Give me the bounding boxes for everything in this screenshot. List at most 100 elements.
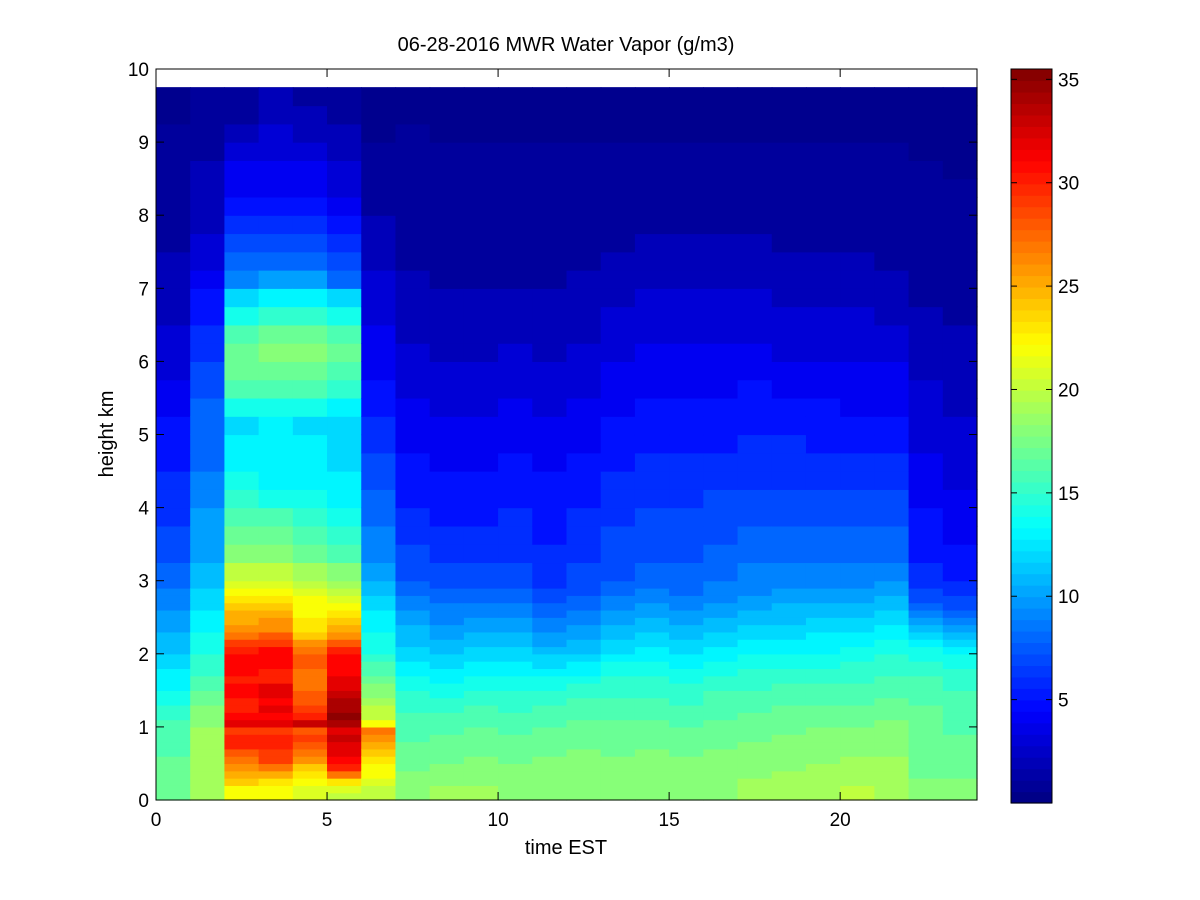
- heatmap-cell: [224, 306, 260, 326]
- heatmap-cell: [156, 251, 191, 271]
- heatmap-cell: [805, 87, 841, 88]
- heatmap-cell: [156, 617, 191, 626]
- heatmap-cell: [874, 379, 910, 399]
- heatmap-cell: [634, 324, 670, 344]
- heatmap-cell: [532, 525, 568, 545]
- heatmap-cell: [292, 646, 328, 655]
- heatmap-cell: [258, 525, 294, 545]
- heatmap-cell: [771, 544, 807, 564]
- heatmap-cell: [874, 562, 910, 582]
- heatmap-cell: [395, 489, 431, 509]
- heatmap-cell: [703, 306, 739, 326]
- heatmap-cell: [361, 792, 397, 801]
- heatmap-cell: [908, 251, 944, 271]
- heatmap-cell: [190, 770, 226, 779]
- heatmap-cell: [532, 306, 568, 326]
- heatmap-cell: [874, 756, 910, 765]
- heatmap-cell: [669, 361, 704, 381]
- heatmap-cell: [874, 712, 910, 721]
- heatmap-cell: [224, 270, 260, 289]
- heatmap-cell: [327, 661, 362, 670]
- heatmap-cell: [908, 697, 944, 706]
- heatmap-cell: [532, 562, 568, 582]
- heatmap-cell: [840, 704, 875, 713]
- heatmap-cell: [258, 178, 294, 198]
- heatmap-cell: [771, 343, 807, 363]
- heatmap-cell: [498, 595, 533, 604]
- heatmap-cell: [292, 602, 328, 611]
- heatmap-cell: [395, 792, 431, 801]
- heatmap-cell: [156, 288, 191, 308]
- heatmap-cell: [532, 668, 568, 677]
- heatmap-cell: [532, 452, 568, 472]
- heatmap-cell: [737, 683, 773, 691]
- heatmap-cell: [908, 361, 944, 381]
- heatmap-cell: [874, 690, 910, 699]
- heatmap-cell: [292, 160, 328, 180]
- heatmap-cell: [669, 631, 704, 640]
- heatmap-cell: [190, 178, 226, 198]
- heatmap-cell: [224, 785, 260, 794]
- heatmap-cell: [771, 196, 807, 216]
- heatmap-cell: [771, 87, 807, 107]
- heatmap-cell: [498, 471, 533, 490]
- heatmap-cell: [737, 507, 773, 527]
- heatmap-cell: [395, 609, 431, 618]
- heatmap-cell: [224, 361, 260, 381]
- heatmap-cell: [634, 588, 670, 596]
- heatmap-cell: [771, 562, 807, 582]
- heatmap-cell: [156, 778, 191, 786]
- heatmap-cell: [874, 233, 910, 253]
- heatmap-cell: [737, 178, 773, 198]
- heatmap-cell: [840, 661, 875, 670]
- y-tick-label: 5: [138, 426, 149, 447]
- colorbar-segment: [1011, 539, 1052, 552]
- heatmap-cell: [874, 741, 910, 750]
- heatmap-cell: [258, 251, 294, 271]
- heatmap-cell: [600, 639, 636, 648]
- heatmap-cell: [463, 741, 499, 750]
- heatmap-cell: [634, 748, 670, 757]
- heatmap-cell: [395, 270, 431, 289]
- y-tick-label: 6: [138, 352, 149, 373]
- heatmap-cell: [498, 690, 533, 699]
- heatmap-cell: [600, 661, 636, 670]
- heatmap-cell: [805, 416, 841, 436]
- heatmap-cell: [224, 741, 260, 750]
- heatmap: [156, 87, 978, 801]
- heatmap-cell: [703, 778, 739, 786]
- heatmap-cell: [327, 668, 362, 677]
- colorbar-segment: [1011, 493, 1052, 506]
- heatmap-cell: [600, 734, 636, 743]
- heatmap-cell: [361, 675, 397, 684]
- heatmap-cell: [669, 507, 704, 527]
- heatmap-cell: [600, 397, 636, 417]
- heatmap-cell: [224, 697, 260, 706]
- heatmap-cell: [258, 434, 294, 454]
- heatmap-cell: [669, 741, 704, 750]
- heatmap-cell: [840, 123, 875, 143]
- heatmap-cell: [840, 142, 875, 161]
- heatmap-cell: [327, 525, 362, 545]
- heatmap-cell: [874, 251, 910, 271]
- heatmap-cell: [292, 306, 328, 326]
- heatmap-cell: [258, 507, 294, 527]
- heatmap-cell: [600, 631, 636, 640]
- heatmap-cell: [874, 704, 910, 713]
- heatmap-cell: [703, 507, 739, 527]
- heatmap-cell: [292, 631, 328, 640]
- heatmap-cell: [156, 324, 191, 344]
- heatmap-cell: [361, 770, 397, 779]
- heatmap-cell: [292, 178, 328, 198]
- heatmap-cell: [771, 690, 807, 699]
- heatmap-cell: [361, 123, 397, 143]
- heatmap-cell: [566, 785, 602, 794]
- heatmap-cell: [805, 507, 841, 527]
- heatmap-cell: [908, 639, 944, 648]
- heatmap-cell: [327, 87, 362, 88]
- heatmap-cell: [156, 748, 191, 757]
- heatmap-cell: [908, 525, 944, 545]
- heatmap-cell: [224, 544, 260, 564]
- heatmap-cell: [395, 196, 431, 216]
- heatmap-cell: [566, 624, 602, 633]
